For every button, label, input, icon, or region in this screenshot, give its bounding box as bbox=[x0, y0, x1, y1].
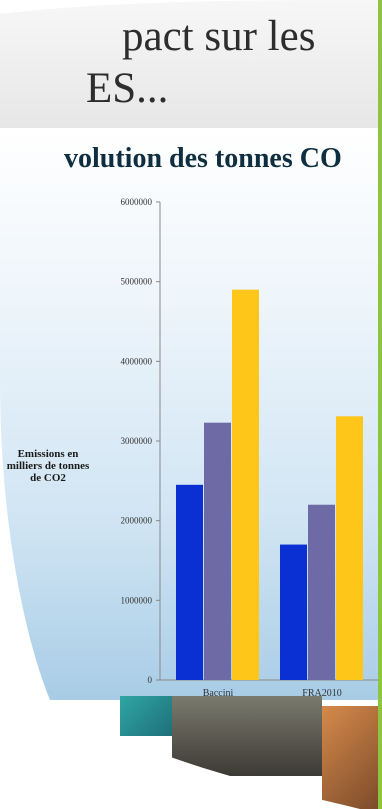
y-tick-label: 1000000 bbox=[121, 595, 153, 605]
slide-title-line-1: pact sur les bbox=[122, 13, 316, 60]
bar-baccini-series-1 bbox=[176, 485, 203, 680]
photo-forest-site bbox=[172, 696, 322, 776]
bar-fra2010-series-1 bbox=[280, 545, 307, 680]
bar-fra2010-series-2 bbox=[308, 505, 335, 680]
title-band bbox=[0, 0, 382, 128]
photo-timber bbox=[322, 706, 382, 809]
y-tick-label: 4000000 bbox=[121, 356, 153, 366]
photo-water bbox=[120, 696, 172, 736]
slide-title-line-2: ES... bbox=[86, 65, 169, 112]
bar-baccini-series-3 bbox=[232, 290, 259, 680]
y-tick-label: 5000000 bbox=[121, 277, 153, 287]
y-tick-label: 0 bbox=[148, 675, 153, 685]
y-tick-label: 2000000 bbox=[121, 516, 153, 526]
x-category-label: FRA2010 bbox=[302, 688, 341, 699]
x-category-labels: Baccini FRA2010 bbox=[203, 688, 342, 699]
y-axis-label: Emissions en milliers de tonnes de CO2 bbox=[6, 448, 90, 484]
x-category-label: Baccini bbox=[203, 688, 234, 699]
bar-fra2010-series-3 bbox=[336, 416, 363, 680]
bar-baccini-series-2 bbox=[204, 423, 231, 680]
photo-strip bbox=[0, 696, 382, 809]
y-tick-labels: 0 1000000 2000000 3000000 4000000 5000000 6000… bbox=[121, 197, 153, 685]
y-tick-label: 6000000 bbox=[121, 197, 153, 207]
y-tick-label: 3000000 bbox=[121, 436, 153, 446]
chart-title: volution des tonnes CO bbox=[64, 143, 342, 174]
chart-bars bbox=[176, 290, 363, 680]
green-border-edge bbox=[378, 0, 382, 809]
